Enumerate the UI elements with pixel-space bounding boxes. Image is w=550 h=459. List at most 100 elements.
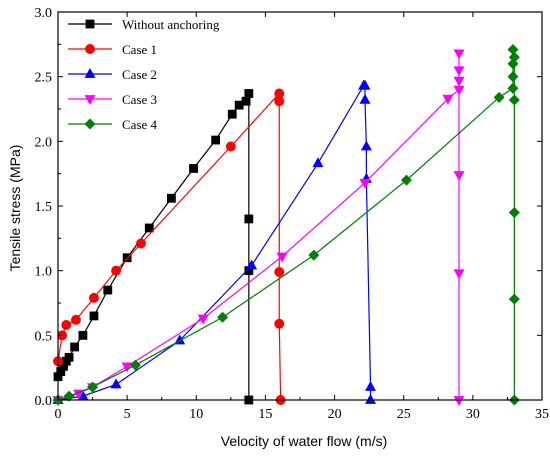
- legend-entry: Case 3: [68, 92, 157, 107]
- data-point: [61, 320, 72, 330]
- data-point: [110, 378, 122, 389]
- series-line: [57, 91, 282, 401]
- data-point: [241, 96, 251, 106]
- y-tick-label: 3.0: [35, 6, 53, 21]
- data-point: [89, 311, 99, 321]
- data-point: [244, 266, 254, 276]
- x-tick-label: 30: [466, 407, 480, 422]
- legend-label: Without anchoring: [122, 17, 220, 32]
- data-point: [197, 314, 209, 325]
- data-point: [400, 174, 412, 186]
- y-tick-label: 0.5: [35, 329, 53, 344]
- legend-entry: Case 4: [68, 117, 158, 132]
- x-tick-label: 0: [55, 407, 62, 422]
- data-point: [103, 285, 113, 295]
- data-point: [234, 100, 244, 110]
- data-point: [78, 330, 88, 340]
- y-tick-label: 1.0: [35, 265, 53, 280]
- legend-marker: [84, 95, 96, 106]
- data-point: [508, 51, 520, 63]
- data-point: [453, 269, 465, 280]
- x-tick-label: 15: [258, 407, 272, 422]
- legend-entry: Case 1: [68, 42, 157, 57]
- series-layer: [52, 44, 520, 407]
- data-point: [111, 265, 122, 276]
- y-tick-label: 1.5: [35, 200, 53, 215]
- data-point: [77, 390, 89, 400]
- data-point: [359, 79, 371, 90]
- legend-marker: [85, 19, 95, 29]
- x-tick-label: 5: [124, 407, 131, 422]
- series-line: [57, 53, 460, 401]
- data-point: [189, 164, 198, 173]
- data-point: [360, 140, 372, 151]
- series-line: [57, 93, 250, 400]
- data-point: [274, 318, 285, 329]
- data-point: [166, 193, 176, 203]
- x-axis-title: Velocity of water flow (m/s): [221, 433, 388, 449]
- data-point: [136, 238, 146, 249]
- data-point: [211, 135, 221, 145]
- x-tick-label: 35: [535, 407, 549, 422]
- data-point: [225, 141, 236, 152]
- data-point: [453, 171, 465, 182]
- y-tick-label: 2.0: [35, 135, 53, 150]
- legend-label: Case 3: [122, 92, 157, 107]
- series-2: [52, 79, 377, 404]
- data-point: [64, 352, 74, 362]
- series-line: [57, 85, 372, 401]
- legend-marker: [84, 67, 96, 78]
- data-point: [312, 157, 324, 168]
- data-point: [227, 109, 237, 119]
- legend-entry: Case 2: [68, 67, 157, 82]
- data-point: [244, 214, 254, 224]
- series-0: [53, 89, 254, 405]
- legend-marker: [84, 118, 96, 130]
- x-tick-label: 10: [189, 407, 203, 422]
- data-point: [453, 396, 465, 407]
- y-axis-title: Tensile stress (MPa): [7, 145, 23, 272]
- data-point: [274, 267, 285, 277]
- data-point: [507, 82, 519, 94]
- data-point: [70, 342, 79, 352]
- y-tick-label: 0.0: [35, 394, 53, 409]
- x-tick-label: 20: [328, 407, 342, 422]
- data-point: [129, 359, 141, 371]
- data-point: [507, 71, 519, 83]
- data-point: [507, 44, 519, 56]
- data-point: [365, 381, 377, 391]
- data-point: [508, 206, 520, 218]
- data-point: [274, 88, 285, 99]
- data-point: [121, 362, 133, 373]
- data-point: [453, 49, 465, 60]
- data-point: [63, 390, 75, 402]
- data-point: [87, 381, 99, 393]
- legend-label: Case 1: [122, 42, 157, 57]
- data-point: [274, 96, 285, 107]
- data-point: [73, 389, 85, 400]
- legend: Without anchoring Case 1 Case 2 Case 3 Case …: [68, 17, 220, 132]
- data-point: [56, 367, 66, 376]
- data-point: [365, 393, 377, 404]
- x-tick-label: 25: [397, 407, 411, 422]
- legend-label: Case 4: [122, 117, 158, 132]
- data-point: [508, 293, 520, 305]
- axes-layer: 0 5 10 15 20 25 30 35 0.0 0.5 1.0 1.5 2.0 2.5 3.0: [35, 6, 550, 422]
- data-point: [453, 66, 465, 77]
- data-point: [442, 94, 454, 105]
- data-point: [144, 223, 154, 233]
- series-1: [53, 88, 286, 405]
- data-point: [359, 178, 371, 189]
- data-point: [276, 252, 288, 263]
- series-4: [52, 44, 520, 406]
- data-point: [71, 314, 81, 325]
- data-point: [308, 249, 320, 261]
- data-point: [244, 89, 254, 98]
- legend-entry: Without anchoring: [68, 17, 220, 32]
- legend-marker: [85, 44, 95, 54]
- series-3: [52, 49, 465, 407]
- data-point: [59, 361, 68, 371]
- data-point: [493, 91, 505, 103]
- data-point: [453, 85, 465, 96]
